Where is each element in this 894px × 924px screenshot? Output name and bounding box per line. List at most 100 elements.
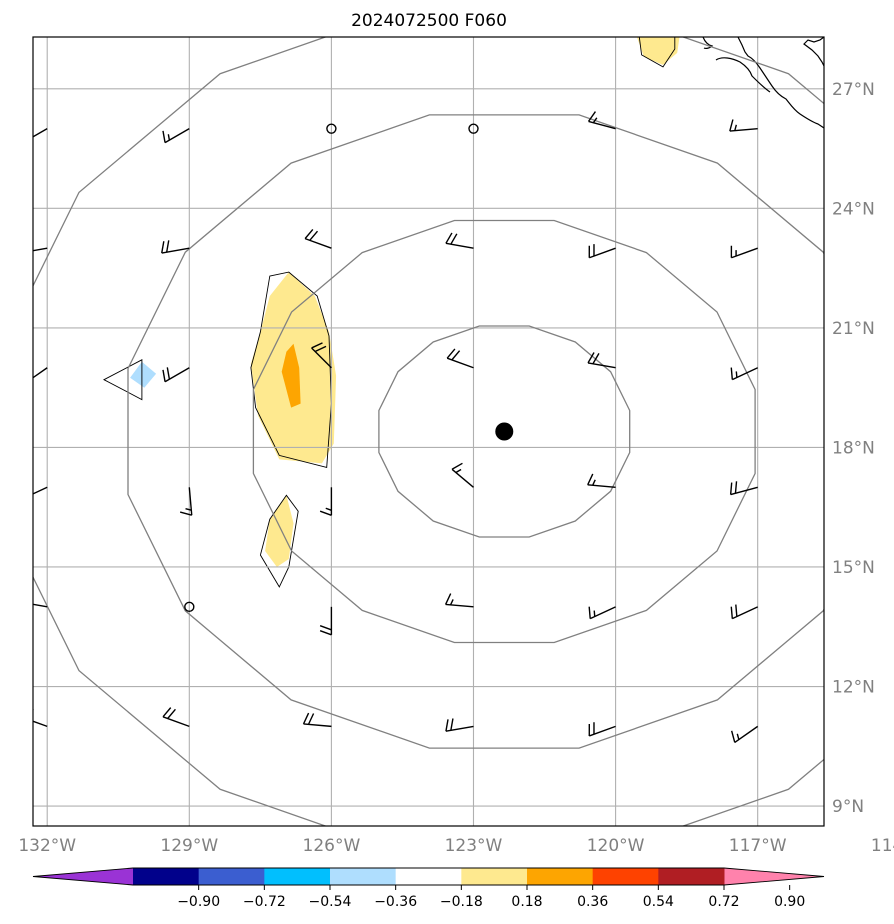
range-ring bbox=[378, 325, 631, 538]
wind-barb-feather bbox=[873, 602, 874, 614]
wind-barb-staff bbox=[588, 120, 616, 130]
wind-barb bbox=[729, 119, 758, 132]
wind-barb bbox=[588, 606, 616, 620]
wind-barb-staff bbox=[587, 362, 616, 369]
x-tick-label: 123°W bbox=[445, 836, 503, 856]
colorbar-tick-label: 0.18 bbox=[511, 894, 542, 910]
colorbar-tick-label: 0.72 bbox=[708, 894, 739, 910]
wind-barb-feather bbox=[325, 507, 332, 511]
wind-barb-calm bbox=[184, 601, 195, 613]
wind-barb-feather bbox=[167, 708, 176, 719]
wind-barb-feather bbox=[734, 124, 738, 131]
graticule bbox=[33, 37, 824, 826]
wind-barb-staff bbox=[732, 606, 758, 620]
y-tick-label: 12°N bbox=[832, 678, 875, 698]
wind-barb bbox=[304, 228, 332, 249]
wind-barb-feather bbox=[21, 372, 24, 384]
wind-barb-feather bbox=[302, 712, 310, 725]
wind-barb-feather bbox=[587, 111, 597, 122]
wind-barb bbox=[730, 367, 758, 381]
wind-barb-staff bbox=[311, 347, 332, 369]
wind-barb-feather bbox=[730, 606, 734, 619]
wind-barb-staff bbox=[33, 486, 48, 495]
wind-barb-staff bbox=[161, 247, 190, 254]
wind-barb-feather bbox=[166, 367, 171, 380]
wind-barb-staff bbox=[873, 607, 894, 614]
wind-barb-feather bbox=[319, 630, 332, 636]
wind-barb-feather bbox=[179, 511, 192, 516]
contour-outline-2 bbox=[259, 494, 299, 588]
wind-barb-feather bbox=[162, 130, 166, 143]
y-axis-ticks: 9°N 12°N 15°N 18°N 21°N 24°N 27°N bbox=[832, 80, 875, 817]
y-tick-label: 18°N bbox=[832, 438, 875, 458]
wind-barb bbox=[446, 348, 474, 369]
wind-barb-feather bbox=[449, 599, 454, 606]
wind-barb-staff bbox=[732, 367, 758, 381]
wind-barb-staff bbox=[589, 606, 616, 620]
wind-barb bbox=[445, 232, 474, 249]
wind-barb-feather bbox=[587, 352, 595, 364]
colorbar-extend-low bbox=[33, 868, 133, 885]
wind-barb-staff bbox=[873, 248, 894, 258]
wind-barb bbox=[730, 604, 758, 620]
y-tick-label: 21°N bbox=[832, 319, 875, 339]
x-tick-label: 117°W bbox=[729, 836, 787, 856]
wind-barb-feather bbox=[592, 117, 598, 124]
wind-barb-staff bbox=[877, 129, 894, 145]
wind-barb-feather bbox=[25, 598, 28, 603]
wind-barb-feather bbox=[734, 481, 738, 494]
x-tick-label: 129°W bbox=[160, 836, 218, 856]
contour-outline-0 bbox=[250, 271, 332, 468]
wind-barb-feather bbox=[455, 468, 462, 474]
wind-barb bbox=[873, 485, 894, 497]
wind-barb-staff bbox=[589, 725, 616, 737]
wind-barb-staff bbox=[445, 725, 474, 732]
wind-barb bbox=[302, 712, 332, 728]
range-ring bbox=[127, 114, 824, 749]
wind-barb bbox=[33, 128, 48, 138]
wind-barb-feather bbox=[593, 610, 596, 617]
wind-barb-staff bbox=[446, 357, 474, 369]
map-area bbox=[21, 37, 894, 826]
wind-barb-feather bbox=[730, 730, 736, 743]
y-tick-label: 15°N bbox=[832, 558, 875, 578]
wind-barb-staff bbox=[445, 242, 474, 249]
wind-barb bbox=[161, 240, 190, 254]
wind-barb-feather bbox=[33, 709, 34, 711]
wind-barb-staff bbox=[164, 128, 190, 144]
map-frame bbox=[32, 36, 825, 827]
wind-barb bbox=[444, 593, 474, 608]
wind-barb bbox=[730, 245, 758, 259]
coastline-mainland bbox=[803, 37, 824, 67]
wind-barb-feather bbox=[445, 232, 453, 244]
wind-barb-feather bbox=[311, 342, 323, 349]
wind-barb bbox=[587, 111, 616, 130]
wind-barb-staff bbox=[304, 237, 332, 249]
wind-barb-staff bbox=[188, 487, 193, 516]
wind-barb-feather bbox=[729, 119, 734, 132]
shaded-field-4 bbox=[130, 361, 157, 388]
wind-barb-staff bbox=[33, 128, 48, 138]
colorbar-tick-label: −0.36 bbox=[374, 894, 417, 910]
colorbar-tick-label: −0.90 bbox=[177, 894, 220, 910]
wind-barb bbox=[587, 352, 616, 369]
wind-barb-staff bbox=[164, 367, 190, 383]
wind-barb bbox=[874, 129, 894, 145]
wind-barb bbox=[873, 366, 894, 380]
wind-barb-staff bbox=[730, 486, 758, 496]
shaded-field-layer bbox=[103, 37, 680, 588]
wind-barb-staff bbox=[873, 487, 894, 497]
wind-barb-feather bbox=[878, 601, 879, 613]
wind-barb-feather bbox=[592, 353, 600, 365]
wind-barb bbox=[33, 486, 48, 495]
y-tick-label: 9°N bbox=[832, 797, 864, 817]
wind-barb bbox=[451, 462, 474, 488]
wind-barb-staff bbox=[33, 720, 48, 728]
wind-barb-feather bbox=[162, 369, 166, 382]
storm-center-marker bbox=[495, 422, 514, 441]
range-rings bbox=[33, 37, 824, 826]
x-axis-ticks: 132°W 129°W 126°W 123°W 120°W 117°W 114°W bbox=[18, 836, 894, 856]
wind-barb-feather bbox=[878, 366, 879, 378]
y-tick-label: 24°N bbox=[832, 199, 875, 219]
